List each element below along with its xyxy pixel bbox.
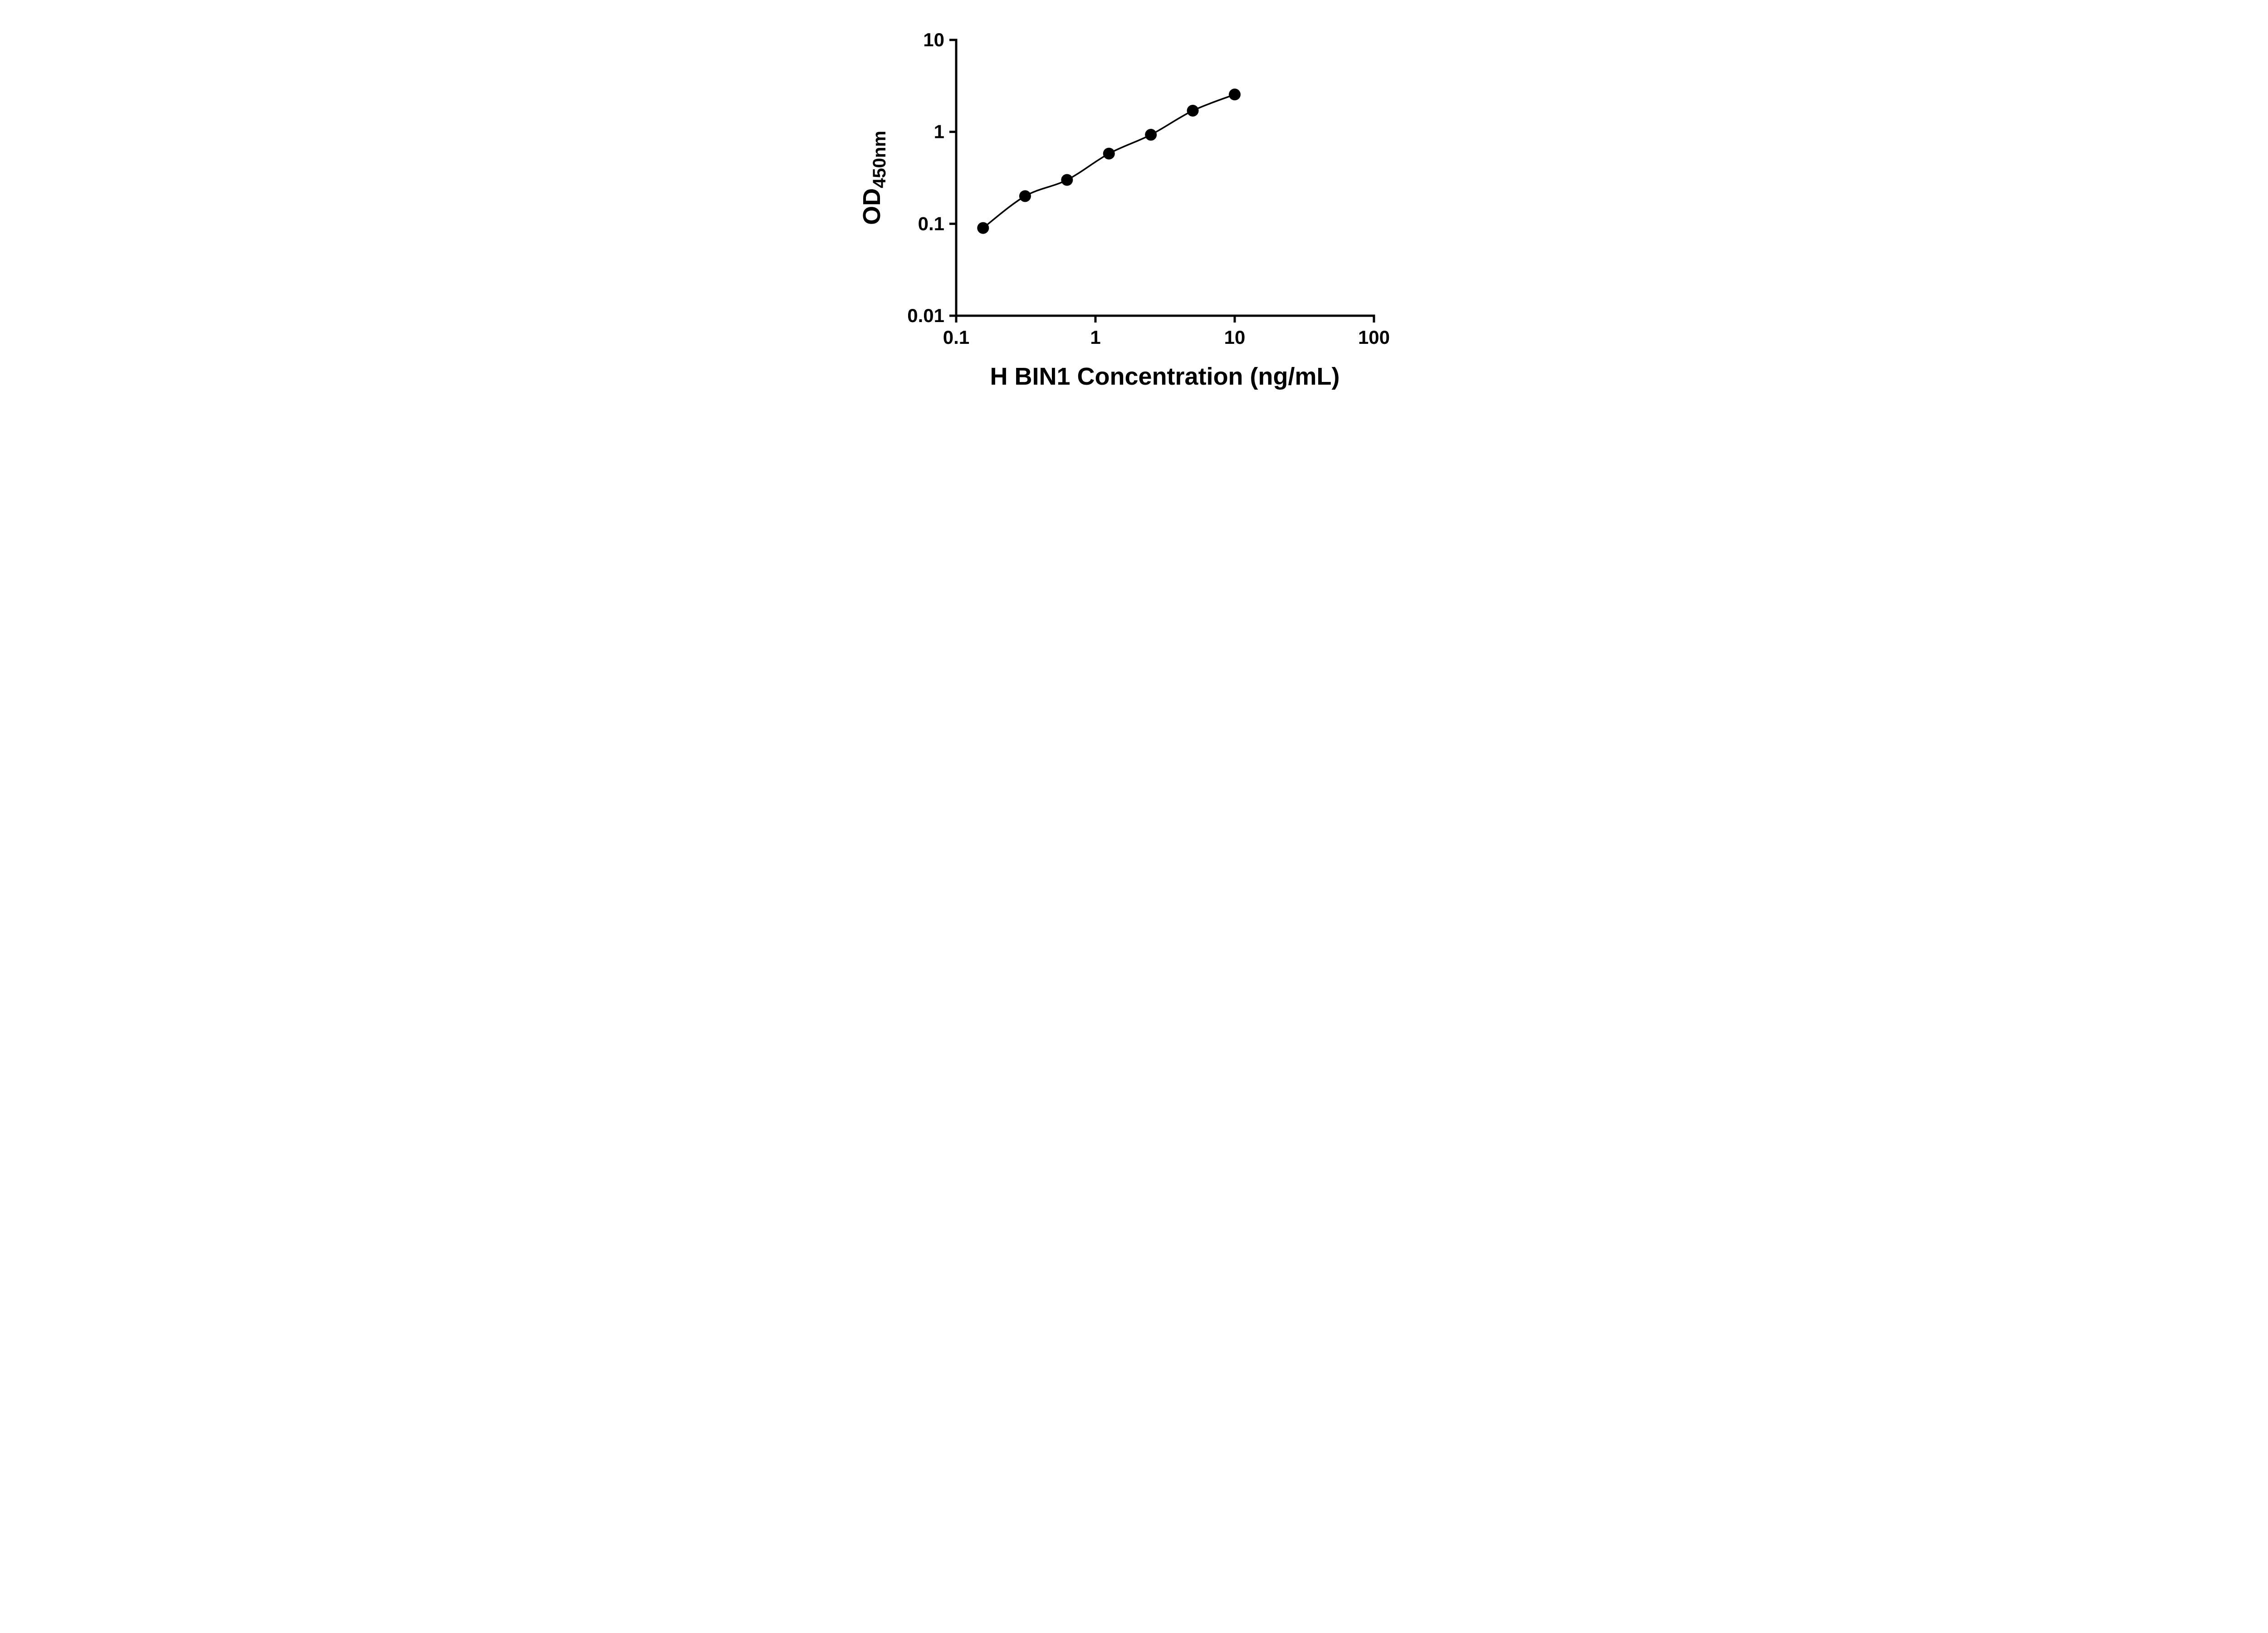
y-tick-label: 10 <box>923 29 944 50</box>
y-axis-title-main: OD <box>858 188 885 225</box>
y-tick-label: 1 <box>934 121 944 142</box>
x-tick-label: 10 <box>1224 327 1245 348</box>
data-point-marker <box>1228 88 1241 101</box>
y-tick-label: 0.01 <box>907 305 944 326</box>
data-point-marker <box>1019 190 1031 202</box>
data-point-marker <box>1061 174 1073 186</box>
y-axis-title-sub: 450nm <box>870 131 890 188</box>
data-point-marker <box>1187 104 1199 117</box>
x-tick-label: 1 <box>1090 327 1100 348</box>
x-axis-title: H BIN1 Concentration (ng/mL) <box>990 363 1339 390</box>
data-point-marker <box>977 222 989 234</box>
y-axis-title: OD450nm <box>858 131 890 225</box>
data-point-marker <box>1144 129 1157 141</box>
x-tick-label: 100 <box>1358 327 1389 348</box>
axes-frame <box>955 39 1375 317</box>
chart-page: 0.1 1 10 100 0.01 0.1 1 10 H BIN1 Concentration… <box>842 0 1426 408</box>
x-tick-label: 0.1 <box>943 327 969 348</box>
y-tick-label: 0.1 <box>918 213 944 234</box>
data-point-marker <box>1103 147 1115 160</box>
